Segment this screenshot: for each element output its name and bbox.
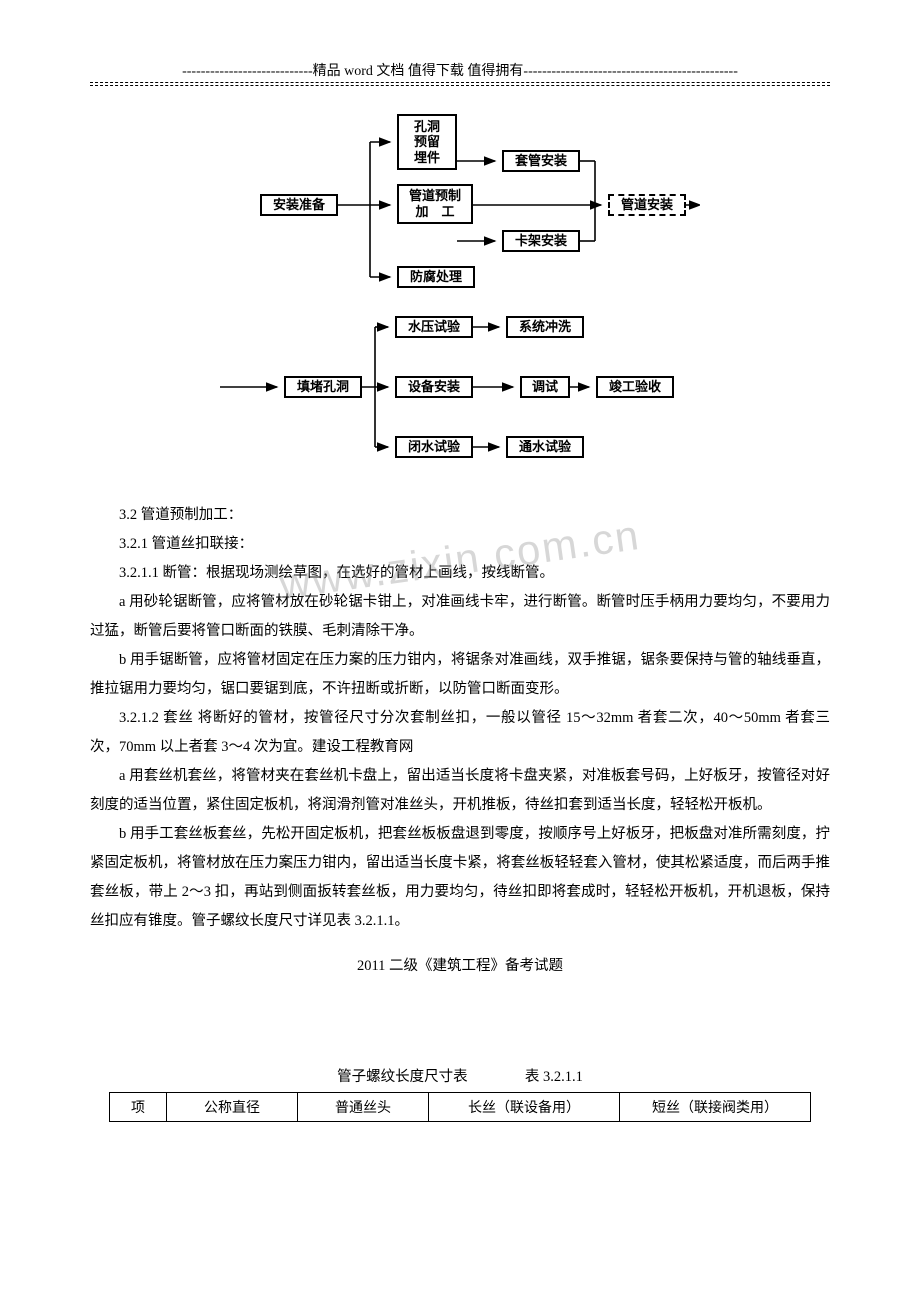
para-3-2-1-1: 3.2.1.1 断管：根据现场测绘草图，在选好的管材上画线，按线断管。 (90, 559, 830, 588)
table-col-3: 长丝（联设备用） (429, 1093, 620, 1122)
table-header-row: 项公称直径普通丝头长丝（联设备用）短丝（联接阀类用） (110, 1093, 811, 1122)
table-col-1: 公称直径 (167, 1093, 298, 1122)
flow-box-accept: 竣工验收 (596, 376, 674, 398)
header-banner: ----------------------------精品 word 文档 值… (90, 60, 830, 80)
flow-box-sleeve: 套管安装 (502, 150, 580, 172)
flowchart: 孔洞 预留 埋件套管安装安装准备 管道预制 加 工 管道安装卡架安装防腐处理水压试验… (220, 114, 700, 489)
flow-box-hydro: 水压试验 (395, 316, 473, 338)
flow-box-fillhole: 填堵孔洞 (284, 376, 362, 398)
header-divider (90, 82, 830, 86)
flow-box-closedwater: 闭水试验 (395, 436, 473, 458)
flow-box-pipeinst: 管道安装 (608, 194, 686, 216)
body-text: 3.2 管道预制加工： 3.2.1 管道丝扣联接： 3.2.1.1 断管：根据现… (90, 501, 830, 936)
para-a1: a 用砂轮锯断管，应将管材放在砂轮锯卡钳上，对准画线卡牢，进行断管。断管时压手柄… (90, 588, 830, 646)
table-caption: 管子螺纹长度尺寸表 表 3.2.1.1 (90, 1065, 830, 1086)
flow-box-debug: 调试 (520, 376, 570, 398)
para-3-2-1-2: 3.2.1.2 套丝 将断好的管材，按管径尺寸分次套制丝扣，一般以管径 15～3… (90, 704, 830, 762)
section-title: 2011 二级《建筑工程》备考试题 (90, 954, 830, 975)
para-3-2-1: 3.2.1 管道丝扣联接： (90, 530, 830, 559)
flow-box-hole: 孔洞 预留 埋件 (397, 114, 457, 170)
para-a2: a 用套丝机套丝，将管材夹在套丝机卡盘上，留出适当长度将卡盘夹紧，对准板套号码，… (90, 762, 830, 820)
flow-box-waterflow: 通水试验 (506, 436, 584, 458)
flow-box-equip: 设备安装 (395, 376, 473, 398)
flow-box-anticorr: 防腐处理 (397, 266, 475, 288)
para-b2: b 用手工套丝板套丝，先松开固定板机，把套丝板板盘退到零度，按顺序号上好板牙，把… (90, 820, 830, 936)
flow-box-support: 卡架安装 (502, 230, 580, 252)
table-caption-right: 表 3.2.1.1 (525, 1069, 583, 1085)
flow-box-flush: 系统冲洗 (506, 316, 584, 338)
page: ----------------------------精品 word 文档 值… (0, 0, 920, 1162)
para-b1: b 用手锯断管，应将管材固定在压力案的压力钳内，将锯条对准画线，双手推锯，锯条要… (90, 646, 830, 704)
table-col-2: 普通丝头 (298, 1093, 429, 1122)
table-caption-left: 管子螺纹长度尺寸表 (337, 1069, 468, 1085)
flow-box-prefab: 管道预制 加 工 (397, 184, 473, 224)
table-col-0: 项 (110, 1093, 167, 1122)
thread-table: 项公称直径普通丝头长丝（联设备用）短丝（联接阀类用） (109, 1092, 811, 1122)
table-col-4: 短丝（联接阀类用） (620, 1093, 811, 1122)
flow-box-prep: 安装准备 (260, 194, 338, 216)
para-3-2: 3.2 管道预制加工： (90, 501, 830, 530)
